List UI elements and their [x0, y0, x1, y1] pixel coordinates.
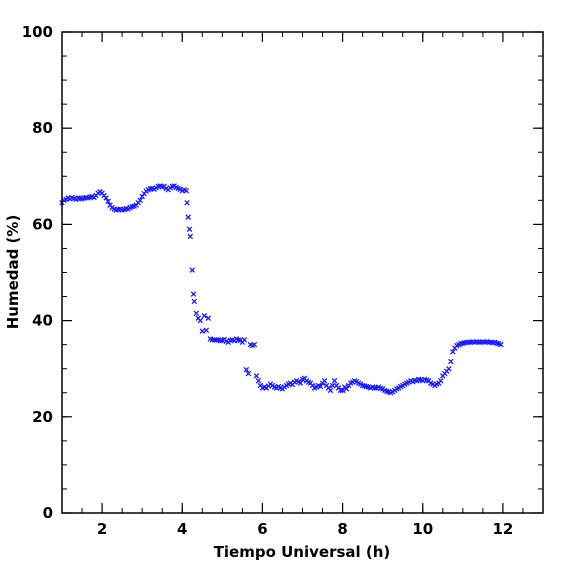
data-point: [103, 195, 109, 201]
y-axis-tick-labels: 0 20 40 60 80 100: [22, 23, 53, 522]
data-point: [191, 298, 198, 305]
data-point: [193, 310, 200, 317]
x-tick-label: 10: [412, 520, 433, 538]
data-point: [498, 341, 504, 348]
data-point: [211, 337, 218, 343]
data-point: [203, 327, 210, 333]
data-point: [241, 337, 248, 343]
data-point: [255, 377, 262, 384]
x-axis-title: Tiempo Universal (h): [214, 543, 391, 561]
data-point: [205, 315, 212, 321]
data-point: [339, 387, 346, 394]
data-point: [209, 337, 216, 343]
data-point: [199, 328, 206, 334]
data-point: [105, 198, 111, 205]
data-point: [448, 358, 454, 365]
axis-minor-ticks: [61, 31, 544, 514]
data-point: [197, 317, 204, 324]
y-tick-label: 0: [43, 504, 53, 522]
axis-major-ticks: [62, 31, 543, 514]
y-tick-label: 20: [32, 408, 53, 426]
data-point: [190, 291, 197, 297]
data-point: [189, 267, 196, 273]
data-point: [331, 377, 338, 384]
data-point: [243, 366, 250, 373]
y-axis-title: Humedad (%): [4, 215, 22, 330]
x-tick-label: 2: [97, 520, 107, 538]
data-point: [450, 349, 456, 355]
y-tick-label: 40: [32, 312, 53, 330]
x-tick-label: 4: [177, 520, 187, 538]
data-point: [464, 339, 470, 346]
data-point: [438, 377, 444, 384]
x-tick-label: 8: [337, 520, 347, 538]
data-points: [59, 183, 504, 396]
y-tick-label: 100: [22, 23, 53, 41]
y-tick-label: 60: [32, 215, 53, 233]
data-point: [201, 313, 208, 319]
x-axis-tick-labels: 2 4 6 8 10 12: [97, 520, 513, 538]
x-tick-label: 6: [257, 520, 267, 538]
data-point: [297, 380, 304, 386]
plot-frame: [61, 31, 544, 514]
data-point: [371, 385, 378, 391]
data-point: [213, 337, 220, 343]
data-point: [186, 226, 193, 232]
data-point: [317, 383, 324, 390]
data-point: [184, 199, 190, 206]
data-point: [137, 197, 143, 204]
data-point: [185, 214, 192, 220]
data-point: [327, 387, 334, 394]
data-point: [183, 187, 190, 194]
data-point: [187, 233, 194, 240]
x-tick-label: 12: [492, 520, 513, 538]
data-point: [321, 377, 328, 384]
data-point: [251, 341, 258, 348]
data-point: [329, 382, 336, 389]
data-point: [245, 370, 252, 377]
data-point: [343, 386, 350, 392]
data-point: [253, 373, 260, 379]
data-point: [446, 365, 452, 372]
y-tick-label: 80: [32, 119, 53, 137]
